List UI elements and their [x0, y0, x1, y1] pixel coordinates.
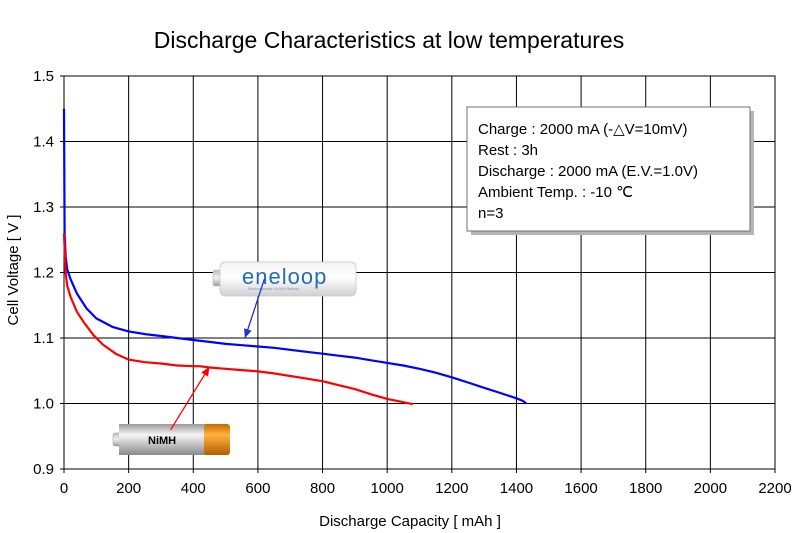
x-tick-label: 1600 — [564, 480, 597, 497]
nimh-arrow-line — [170, 366, 210, 431]
nimh-label: NiMH — [148, 435, 176, 447]
y-tick-label: 1.0 — [33, 396, 54, 413]
chart-title: Discharge Characteristics at low tempera… — [154, 27, 624, 53]
y-axis-label: Cell Voltage [ V ] — [5, 215, 22, 326]
x-tick-label: 200 — [116, 480, 141, 497]
x-tick-label: 2200 — [758, 480, 791, 497]
y-tick-label: 0.9 — [33, 461, 54, 478]
callout-arrows — [170, 278, 265, 431]
eneloop-subtitle: Rechargeable Ni-MH Battery — [248, 286, 299, 291]
info-box-frame — [466, 106, 751, 232]
series-lines — [62, 108, 527, 406]
eneloop-arrow-line — [244, 278, 265, 339]
x-tick-label: 1000 — [370, 480, 403, 497]
x-tick-label: 1200 — [435, 480, 468, 497]
info-box: Charge : 2000 mA (-△V=10mV) Rest : 3h Di… — [466, 106, 754, 235]
y-tick-label: 1.3 — [33, 199, 54, 216]
x-tick-label: 1800 — [629, 480, 662, 497]
info-n: n=3 — [478, 205, 503, 222]
series-line-nimh — [62, 233, 414, 406]
y-tick-label: 1.1 — [33, 330, 54, 347]
x-tick-label: 800 — [310, 480, 335, 497]
nimh-arrow-head — [201, 366, 210, 377]
y-tick-label: 1.2 — [33, 265, 54, 282]
eneloop-battery-icon: eneloop Rechargeable Ni-MH Battery — [212, 261, 357, 297]
y-tick-label: 1.4 — [33, 134, 54, 151]
eneloop-arrow-head — [243, 328, 252, 338]
x-tick-label: 1400 — [500, 480, 533, 497]
x-axis-ticks: 0 200 400 600 800 1000 1200 1400 1600 1800 2000 220… — [60, 480, 792, 497]
x-tick-label: 400 — [181, 480, 206, 497]
x-axis-label: Discharge Capacity [ mAh ] — [319, 513, 501, 530]
x-tick-label: 0 — [60, 480, 68, 497]
info-charge: Charge : 2000 mA (-△V=10mV) — [478, 121, 688, 138]
y-tick-label: 1.5 — [33, 68, 54, 85]
nimh-battery-icon: NiMH — [112, 424, 230, 455]
x-tick-label: 600 — [245, 480, 270, 497]
x-tick-label: 2000 — [694, 480, 727, 497]
info-discharge: Discharge : 2000 mA (E.V.=1.0V) — [478, 163, 698, 180]
info-ambient-temp: Ambient Temp. : -10 ℃ — [478, 184, 633, 201]
y-axis-ticks: 0.9 1.0 1.1 1.2 1.3 1.4 1.5 — [33, 68, 54, 478]
eneloop-brand: eneloop — [242, 264, 327, 289]
series-line-eneloop — [62, 108, 527, 405]
info-rest: Rest : 3h — [478, 142, 538, 159]
